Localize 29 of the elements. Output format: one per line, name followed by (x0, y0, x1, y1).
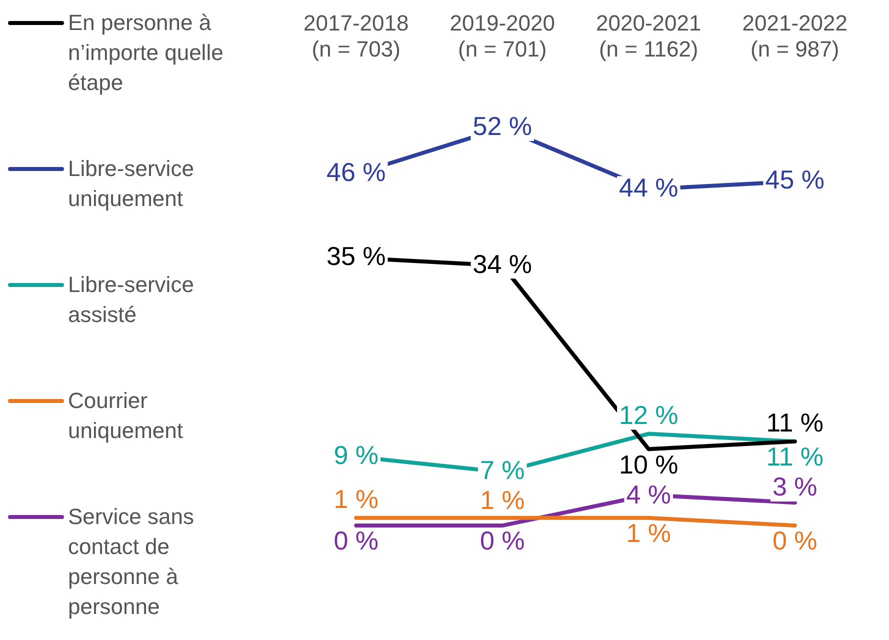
data-label: 12 % (618, 400, 678, 430)
data-label: 1 % (626, 518, 672, 548)
data-label: 0 % (772, 526, 818, 556)
data-label: 9 % (334, 440, 379, 470)
data-label: 4 % (626, 479, 672, 510)
data-label: 3 % (772, 472, 818, 502)
data-label: 45 % (765, 164, 825, 195)
x-tick-label: 2017-2018 (n = 703) (304, 10, 409, 62)
x-tick-label: 2020-2021 (n = 1162) (596, 10, 702, 62)
x-tick-label: 2019-2020 (n = 701) (450, 10, 555, 62)
x-tick-label: 2021-2022 (n = 987) (742, 10, 848, 62)
legend-label: Service sans contact de personne à personne (68, 503, 195, 621)
data-label: 11 % (766, 408, 824, 438)
data-label: 1 % (480, 485, 525, 516)
data-label: 46 % (326, 157, 386, 188)
data-label: 7 % (480, 455, 525, 486)
data-label: 0 % (480, 526, 525, 556)
data-label: 44 % (618, 172, 678, 202)
data-label: 11 % (766, 442, 824, 472)
data-label: 52 % (472, 111, 532, 142)
legend-label: Libre-service assisté (68, 271, 195, 329)
data-label: 10 % (618, 449, 678, 480)
data-label: 1 % (334, 484, 379, 514)
legend-label: Courrier uniquement (68, 387, 184, 445)
legend-label: Libre-service uniquement (68, 155, 195, 213)
data-label: 34 % (472, 248, 532, 279)
data-label: 35 % (326, 241, 386, 272)
data-label: 0 % (334, 526, 379, 556)
legend-label: En personne à n’importe quelle étape (68, 9, 224, 97)
